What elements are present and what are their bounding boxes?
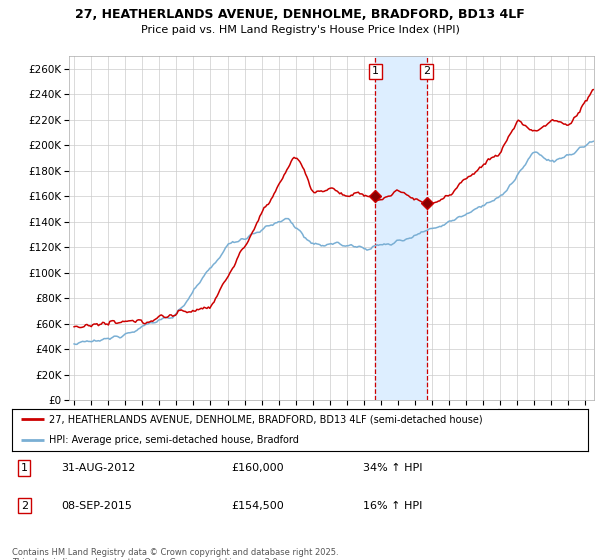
Text: 1: 1 <box>372 67 379 77</box>
Text: 2: 2 <box>20 501 28 511</box>
Bar <box>375 56 427 400</box>
Text: 34% ↑ HPI: 34% ↑ HPI <box>364 463 423 473</box>
Text: 31-AUG-2012: 31-AUG-2012 <box>61 463 136 473</box>
Text: 08-SEP-2015: 08-SEP-2015 <box>61 501 132 511</box>
Text: 1: 1 <box>20 463 28 473</box>
Text: 16% ↑ HPI: 16% ↑ HPI <box>364 501 423 511</box>
Text: £160,000: £160,000 <box>231 463 284 473</box>
Text: Contains HM Land Registry data © Crown copyright and database right 2025.
This d: Contains HM Land Registry data © Crown c… <box>12 548 338 560</box>
Text: Price paid vs. HM Land Registry's House Price Index (HPI): Price paid vs. HM Land Registry's House … <box>140 25 460 35</box>
Text: £154,500: £154,500 <box>231 501 284 511</box>
Text: 27, HEATHERLANDS AVENUE, DENHOLME, BRADFORD, BD13 4LF: 27, HEATHERLANDS AVENUE, DENHOLME, BRADF… <box>75 8 525 21</box>
Text: HPI: Average price, semi-detached house, Bradford: HPI: Average price, semi-detached house,… <box>49 435 299 445</box>
Text: 27, HEATHERLANDS AVENUE, DENHOLME, BRADFORD, BD13 4LF (semi-detached house): 27, HEATHERLANDS AVENUE, DENHOLME, BRADF… <box>49 414 483 424</box>
Text: 2: 2 <box>423 67 430 77</box>
